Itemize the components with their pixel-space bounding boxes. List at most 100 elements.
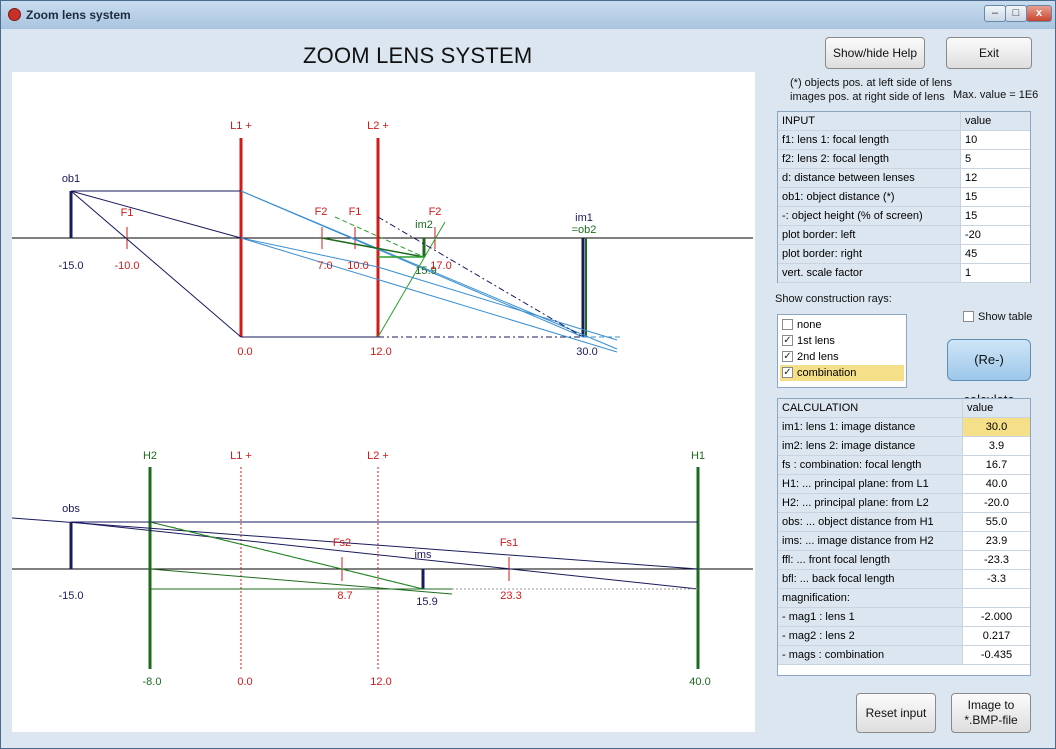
tick-label-bottom-5: 0.0: [237, 676, 252, 688]
ray-diagram: L1 + L2 + ob1 F1 F2 F1 F2 im2 im1 =ob2 -…: [11, 120, 753, 688]
calc-row: magnification:: [778, 589, 1030, 608]
title-bar: Zoom lens system – □ x: [1, 1, 1055, 29]
calc-row-value: 55.0: [985, 516, 1008, 528]
calc-row-label: - mags : combination: [778, 646, 963, 664]
tick-label-top-3: 10.0: [347, 260, 368, 272]
reset-input-button[interactable]: Reset input: [856, 693, 936, 733]
ray-option-checkbox[interactable]: ✓: [782, 335, 793, 346]
label-l1-top: L1 +: [230, 120, 252, 132]
label-obs: obs: [62, 503, 80, 515]
input-row: plot border: left -20: [778, 226, 1030, 245]
input-row-label: vert. scale factor: [778, 264, 961, 282]
image-button-line1: Image to: [967, 698, 1015, 712]
plot-canvas: L1 + L2 + ob1 F1 F2 F1 F2 im2 im1 =ob2 -…: [11, 72, 755, 732]
input-row-value[interactable]: 10: [965, 134, 978, 146]
minimize-button[interactable]: –: [984, 5, 1006, 22]
calc-row-label: ffl: ... front focal length: [778, 551, 963, 569]
input-row-label: f1: lens 1: focal length: [778, 131, 961, 149]
tick-label-bottom-1: 8.7: [337, 590, 352, 602]
ray-option[interactable]: ✓ 1st lens: [780, 333, 904, 349]
rays-checklist: none ✓ 1st lens ✓ 2nd lens ✓ combination: [777, 314, 907, 388]
label-h2: H2: [143, 450, 157, 462]
input-row-value[interactable]: 1: [965, 267, 972, 279]
label-fs1: Fs1: [500, 537, 518, 549]
input-row-value[interactable]: 12: [965, 172, 978, 184]
label-l2-top: L2 +: [367, 120, 389, 132]
label-f2b: F2: [429, 206, 442, 218]
show-help-button[interactable]: Show/hide Help: [825, 37, 925, 69]
input-header-label: INPUT: [778, 112, 961, 130]
input-row-value[interactable]: -20: [965, 229, 981, 241]
label-ob1: ob1: [62, 173, 80, 185]
input-row-label: f2: lens 2: focal length: [778, 150, 961, 168]
ray-option[interactable]: ✓ combination: [780, 365, 904, 381]
tick-label-top-2: 7.0: [317, 260, 332, 272]
tick-label-bottom-2: 15.9: [416, 596, 437, 608]
maximize-button[interactable]: □: [1005, 5, 1027, 22]
note-images: images pos. at right side of lens: [790, 91, 945, 103]
calc-row: H1: ... principal plane: from L1 40.0: [778, 475, 1030, 494]
calc-row: - mags : combination -0.435: [778, 646, 1030, 665]
max-value-note: Max. value = 1E6: [953, 89, 1039, 101]
window-title: Zoom lens system: [26, 8, 131, 22]
ray-option-label: 1st lens: [797, 335, 835, 347]
ray-green-1: [321, 237, 425, 258]
input-header-row: INPUT value: [778, 112, 1030, 131]
input-row: ob1: object distance (*) 15: [778, 188, 1030, 207]
label-ims: ims: [414, 549, 432, 561]
calc-row-label: H1: ... principal plane: from L1: [778, 475, 963, 493]
ray-option-label: 2nd lens: [797, 351, 839, 363]
close-button[interactable]: x: [1026, 5, 1052, 22]
label-f1b: F1: [349, 206, 362, 218]
ray-option-checkbox[interactable]: ✓: [782, 367, 793, 378]
ray-center-top: [70, 190, 242, 239]
calc-row: - mag1 : lens 1 -2.000: [778, 608, 1030, 627]
calc-header-row: CALCULATION value: [778, 399, 1030, 418]
calc-row-value: -3.3: [987, 573, 1006, 585]
calc-row-label: H2: ... principal plane: from L2: [778, 494, 963, 512]
ray-green-2: [334, 216, 425, 258]
show-table-checkbox[interactable]: [963, 311, 974, 322]
exit-button[interactable]: Exit: [946, 37, 1032, 69]
input-row-value[interactable]: 15: [965, 210, 978, 222]
label-h1: H1: [691, 450, 705, 462]
input-row-label: ob1: object distance (*): [778, 188, 961, 206]
input-row-value[interactable]: 45: [965, 248, 978, 260]
calc-row: im2: lens 2: image distance 3.9: [778, 437, 1030, 456]
calc-row-label: - mag2 : lens 2: [778, 627, 963, 645]
input-row: d: distance between lenses 12: [778, 169, 1030, 188]
calc-row-value: 0.217: [982, 630, 1011, 642]
show-table-label: Show table: [978, 311, 1033, 323]
calc-row-label: ims: ... image distance from H2: [778, 532, 963, 550]
calc-row: fs : combination: focal length 16.7: [778, 456, 1030, 475]
tick-label-top-1: -10.0: [114, 260, 139, 272]
ray-option-checkbox[interactable]: ✓: [782, 351, 793, 362]
ray-blue-4: [240, 237, 379, 268]
input-row-value[interactable]: 5: [965, 153, 972, 165]
ray-option[interactable]: none: [780, 317, 904, 333]
ray-option[interactable]: ✓ 2nd lens: [780, 349, 904, 365]
recalculate-button[interactable]: (Re-) calculate: [947, 339, 1031, 407]
input-row: f2: lens 2: focal length 5: [778, 150, 1030, 169]
input-row: vert. scale factor 1: [778, 264, 1030, 283]
tick-label-top-4: 15.9: [415, 265, 436, 277]
input-row-value[interactable]: 15: [965, 191, 978, 203]
calc-row-label: - mag1 : lens 1: [778, 608, 963, 626]
calc-header-label: CALCULATION: [778, 399, 963, 417]
calc-row-value: [963, 589, 1030, 607]
tick-label-top-8: 30.0: [576, 346, 597, 358]
ray-blue-2: [240, 237, 618, 353]
calc-row-label: bfl: ... back focal length: [778, 570, 963, 588]
image-to-bmp-button[interactable]: Image to *.BMP-file: [951, 693, 1031, 733]
calc-row-value: 16.7: [985, 459, 1008, 471]
label-ob2: =ob2: [572, 224, 597, 236]
ray-option-checkbox[interactable]: [782, 319, 793, 330]
label-im1: im1: [575, 212, 593, 224]
tick-label-top-7: 12.0: [370, 346, 391, 358]
input-row: -: object height (% of screen) 15: [778, 207, 1030, 226]
input-row: plot border: right 45: [778, 245, 1030, 264]
label-f1: F1: [121, 207, 134, 219]
calc-table: CALCULATION value im1: lens 1: image dis…: [777, 398, 1031, 676]
tick-label-bottom-7: 40.0: [689, 676, 710, 688]
calc-row-value: 40.0: [985, 478, 1008, 490]
